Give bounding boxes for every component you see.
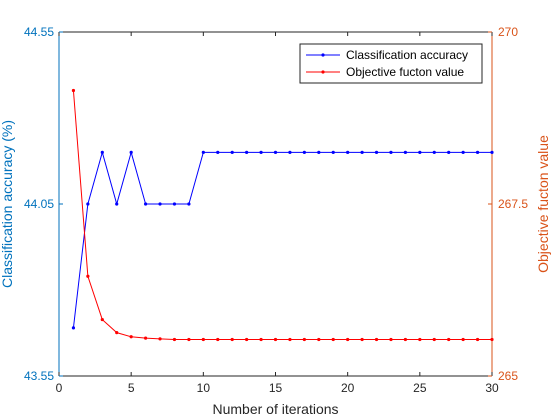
series-1-point bbox=[129, 150, 133, 154]
right-axis-title: Objective fucton value bbox=[535, 135, 551, 273]
series-1-point bbox=[302, 150, 306, 154]
x-tick-label: 20 bbox=[341, 381, 355, 395]
x-tick-label: 30 bbox=[485, 381, 499, 395]
series-1-point bbox=[288, 150, 292, 154]
series-2-point bbox=[302, 337, 306, 342]
series-2-point bbox=[346, 337, 350, 342]
series-1-point bbox=[447, 150, 451, 154]
series-2-point bbox=[403, 337, 407, 342]
series-2-point bbox=[490, 337, 494, 342]
series-2-point bbox=[115, 331, 119, 335]
series-2-point bbox=[360, 337, 364, 342]
series-1-point bbox=[158, 202, 162, 206]
series-2-point bbox=[86, 274, 90, 278]
series-2-point bbox=[259, 337, 263, 342]
series-1-point bbox=[172, 202, 177, 206]
series-1-point bbox=[259, 150, 263, 154]
series-1-point bbox=[418, 150, 422, 154]
series-2-point bbox=[144, 336, 148, 340]
series-2-point bbox=[201, 337, 205, 342]
left-tick-label: 44.55 bbox=[24, 25, 54, 39]
legend-box bbox=[299, 43, 483, 84]
right-tick-label: 267.5 bbox=[498, 197, 528, 211]
series-2-point bbox=[158, 337, 162, 341]
series-line-1 bbox=[72, 150, 492, 328]
x-tick-label: 25 bbox=[413, 381, 427, 395]
series-2-point bbox=[475, 337, 480, 342]
legend-label-1: Classification accuracy bbox=[346, 48, 468, 62]
series-2-point bbox=[331, 337, 335, 342]
series-line-2 bbox=[72, 90, 492, 341]
series-1-point bbox=[187, 202, 191, 206]
series-2-point bbox=[418, 337, 422, 342]
series-1-point bbox=[389, 150, 393, 154]
series-1-point bbox=[86, 202, 90, 206]
series-1-point bbox=[71, 326, 76, 330]
legend-label-2: Objective fucton value bbox=[346, 65, 464, 79]
series-1-point bbox=[273, 150, 278, 154]
series-1-point bbox=[360, 150, 364, 154]
x-axis-title: Number of iterations bbox=[212, 401, 338, 417]
left-tick-label: 43.55 bbox=[24, 369, 54, 383]
series-1-point bbox=[230, 150, 234, 154]
series-1-point bbox=[461, 150, 465, 154]
series-2-point bbox=[447, 337, 451, 342]
series-1-point bbox=[432, 150, 436, 154]
series-2-point bbox=[317, 337, 321, 342]
series-1-point bbox=[115, 202, 119, 206]
series-2-point bbox=[129, 335, 133, 339]
series-1-point bbox=[245, 150, 249, 154]
series-1-point bbox=[144, 202, 148, 206]
series-2-point bbox=[461, 337, 465, 342]
series-2-point bbox=[216, 337, 220, 342]
series-2-point bbox=[273, 337, 278, 342]
x-tick-label: 0 bbox=[56, 381, 63, 395]
series-2-point bbox=[245, 337, 249, 342]
x-tick-label: 10 bbox=[197, 381, 211, 395]
series-1-point bbox=[475, 150, 480, 154]
series-2-point bbox=[187, 337, 191, 342]
legend-marker-1 bbox=[321, 53, 325, 57]
plot-area: 0 5 10 15 20 25 30 43.55 44.05 44.55 265 267.5 270 Nu… bbox=[0, 25, 551, 417]
series-1-point bbox=[403, 150, 407, 154]
series-2-point bbox=[71, 88, 76, 93]
series-2-point bbox=[432, 337, 436, 342]
series-1-point bbox=[331, 150, 335, 154]
series-2-point bbox=[230, 337, 234, 342]
series-1-point bbox=[346, 150, 350, 154]
x-tick-label: 5 bbox=[128, 381, 135, 395]
legend-marker-2 bbox=[321, 70, 325, 74]
series-2-point bbox=[288, 337, 292, 342]
left-axis-title: Classification accuracy (%) bbox=[0, 120, 15, 288]
series-1-point bbox=[216, 150, 220, 154]
series-2-point bbox=[389, 337, 393, 342]
series-2-point bbox=[374, 337, 379, 342]
left-tick-label: 44.05 bbox=[24, 197, 54, 211]
series-1-point bbox=[374, 150, 379, 154]
series-1-point bbox=[317, 150, 321, 154]
right-tick-label: 265 bbox=[498, 369, 518, 383]
series-1-point bbox=[201, 150, 205, 154]
x-tick-label: 15 bbox=[269, 381, 283, 395]
right-tick-label: 270 bbox=[498, 25, 518, 39]
series-1-point bbox=[100, 150, 104, 154]
series-2-point bbox=[100, 317, 104, 322]
series-2-point bbox=[172, 337, 177, 342]
series-1-point bbox=[490, 150, 494, 154]
